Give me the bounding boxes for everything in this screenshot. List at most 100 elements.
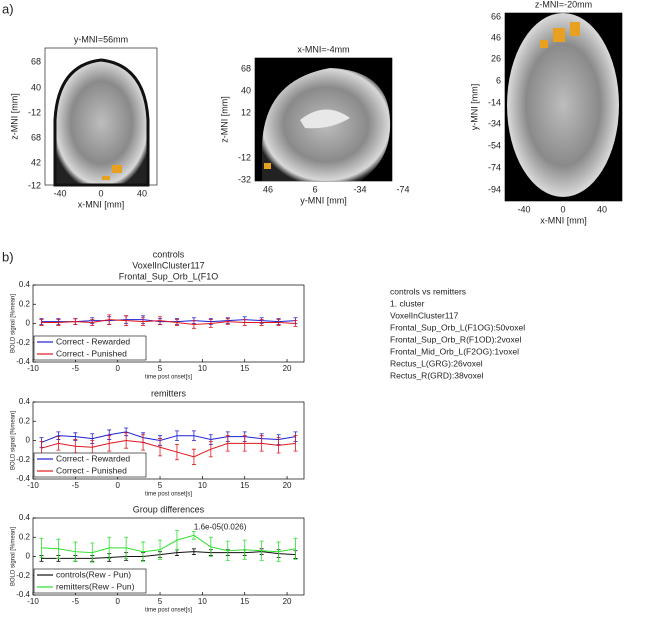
x-tick-label: 0 xyxy=(115,364,120,373)
y-tick-label: -14 xyxy=(488,97,501,107)
error-bar xyxy=(56,436,61,451)
x-tick-label: 5 xyxy=(158,481,163,490)
error-bar xyxy=(225,435,230,452)
panel-label: b) xyxy=(2,249,14,264)
brain-image xyxy=(44,47,158,187)
y-tick-label: -12 xyxy=(28,107,41,117)
y-tick-label: 46 xyxy=(491,32,501,42)
y-axis-label: BOLD signal [%mean] xyxy=(11,294,17,353)
y-axis-label: z-MNI [mm] xyxy=(9,93,19,140)
info-text: Frontal_Mid_Orb_L(F2OG):1voxel xyxy=(390,346,519,356)
error-bar xyxy=(174,319,179,326)
x-tick-label: -74 xyxy=(396,184,409,194)
x-tick-label: 6 xyxy=(312,184,317,194)
x-axis-label: time post onset[s] xyxy=(145,608,192,614)
y-tick-label: 68 xyxy=(241,63,251,73)
info-text: 1. cluster xyxy=(390,298,425,308)
y-tick-label: -0.4 xyxy=(16,474,30,483)
error-bar xyxy=(225,318,230,325)
y-axis-label: y-MNI [mm] xyxy=(469,84,479,131)
x-tick-label: 20 xyxy=(283,364,292,373)
y-tick-label: 0.4 xyxy=(19,280,31,289)
x-tick-label: 40 xyxy=(597,204,607,214)
error-bar xyxy=(276,437,281,454)
x-tick-label: 5 xyxy=(158,364,163,373)
error-bar xyxy=(242,539,247,560)
x-tick-label: 46 xyxy=(263,184,273,194)
error-bar xyxy=(56,319,61,326)
x-tick-label: 0 xyxy=(98,188,103,198)
error-bar xyxy=(191,531,196,540)
x-tick-label: -10 xyxy=(27,364,39,373)
y-tick-label: 0 xyxy=(26,552,31,561)
error-bar xyxy=(141,541,146,562)
error-bar xyxy=(141,317,146,326)
error-bar xyxy=(73,318,78,325)
y-tick-label: -94 xyxy=(488,184,501,194)
x-tick-label: 10 xyxy=(198,364,207,373)
y-tick-label: -0.4 xyxy=(16,590,30,599)
x-tick-label: 15 xyxy=(240,597,249,606)
chart-title: controls xyxy=(153,249,185,259)
chart-title: VoxelInCluster117 xyxy=(132,260,204,270)
x-tick-label: -40 xyxy=(53,188,66,198)
y-tick-label: 0.4 xyxy=(19,513,31,522)
y-tick-label: 42 xyxy=(31,157,41,167)
slice-title: z-MNI=-20mm xyxy=(535,0,592,9)
x-tick-label: -5 xyxy=(72,597,80,606)
y-tick-label: 0.2 xyxy=(19,416,31,425)
x-tick-label: -34 xyxy=(353,184,366,194)
error-bar xyxy=(208,536,213,557)
error-bar xyxy=(191,430,196,441)
y-tick-label: 40 xyxy=(31,82,41,92)
legend-box xyxy=(33,568,147,594)
x-tick-label: 15 xyxy=(240,364,249,373)
legend-label: remitters(Rew - Pun) xyxy=(56,581,135,591)
series-line xyxy=(41,534,296,554)
legend-label: controls(Rew - Pun) xyxy=(56,569,131,579)
error-bar xyxy=(242,319,247,326)
y-axis-label: z-MNI [mm] xyxy=(219,96,229,143)
y-tick-label: -0.4 xyxy=(16,357,30,366)
x-axis-label: x-MNI [mm] xyxy=(78,199,125,209)
error-bar xyxy=(90,319,95,326)
error-bar xyxy=(174,430,179,441)
brain-image xyxy=(254,57,393,182)
x-tick-label: 10 xyxy=(198,481,207,490)
y-tick-label: 0.4 xyxy=(19,397,31,406)
y-tick-label: 68 xyxy=(31,132,41,142)
x-tick-label: 0 xyxy=(115,481,120,490)
error-bar xyxy=(90,542,95,563)
error-bar xyxy=(191,320,196,329)
error-bar xyxy=(259,435,264,452)
error-bar xyxy=(191,448,196,465)
error-bar xyxy=(124,536,129,559)
x-tick-label: -10 xyxy=(27,597,39,606)
error-bar xyxy=(39,537,44,558)
error-bar xyxy=(293,435,298,452)
info-text: Rectus_L(GRG):26voxel xyxy=(390,358,483,368)
x-axis-label: x-MNI [mm] xyxy=(540,215,587,225)
x-tick-label: 40 xyxy=(137,188,147,198)
slice-title: x-MNI=-4mm xyxy=(297,44,349,54)
y-tick-label: -74 xyxy=(488,162,501,172)
error-bar xyxy=(293,537,298,560)
error-bar xyxy=(208,441,213,458)
legend-box xyxy=(33,335,147,361)
error-bar xyxy=(276,319,281,326)
error-bar xyxy=(141,434,146,451)
y-tick-label: 0 xyxy=(26,319,31,328)
y-axis-label: BOLD signal [%mean] xyxy=(11,527,17,586)
info-text: Frontal_Sup_Orb_R(F1OD):2voxel xyxy=(390,334,521,344)
info-text: Rectus_R(GRD):38voxel xyxy=(390,370,484,380)
x-tick-label: 0 xyxy=(115,597,120,606)
error-bar xyxy=(158,539,163,560)
x-tick-label: 20 xyxy=(283,597,292,606)
legend-label: Correct - Rewarded xyxy=(56,453,130,463)
legend-label: Correct - Rewarded xyxy=(56,336,130,346)
x-tick-label: 15 xyxy=(240,481,249,490)
brain-image xyxy=(504,12,623,202)
chart-title: Frontal_Sup_Orb_L(F1O xyxy=(119,271,219,281)
slice-title: y-MNI=56mm xyxy=(74,34,128,44)
y-tick-label: -0.2 xyxy=(16,571,30,580)
